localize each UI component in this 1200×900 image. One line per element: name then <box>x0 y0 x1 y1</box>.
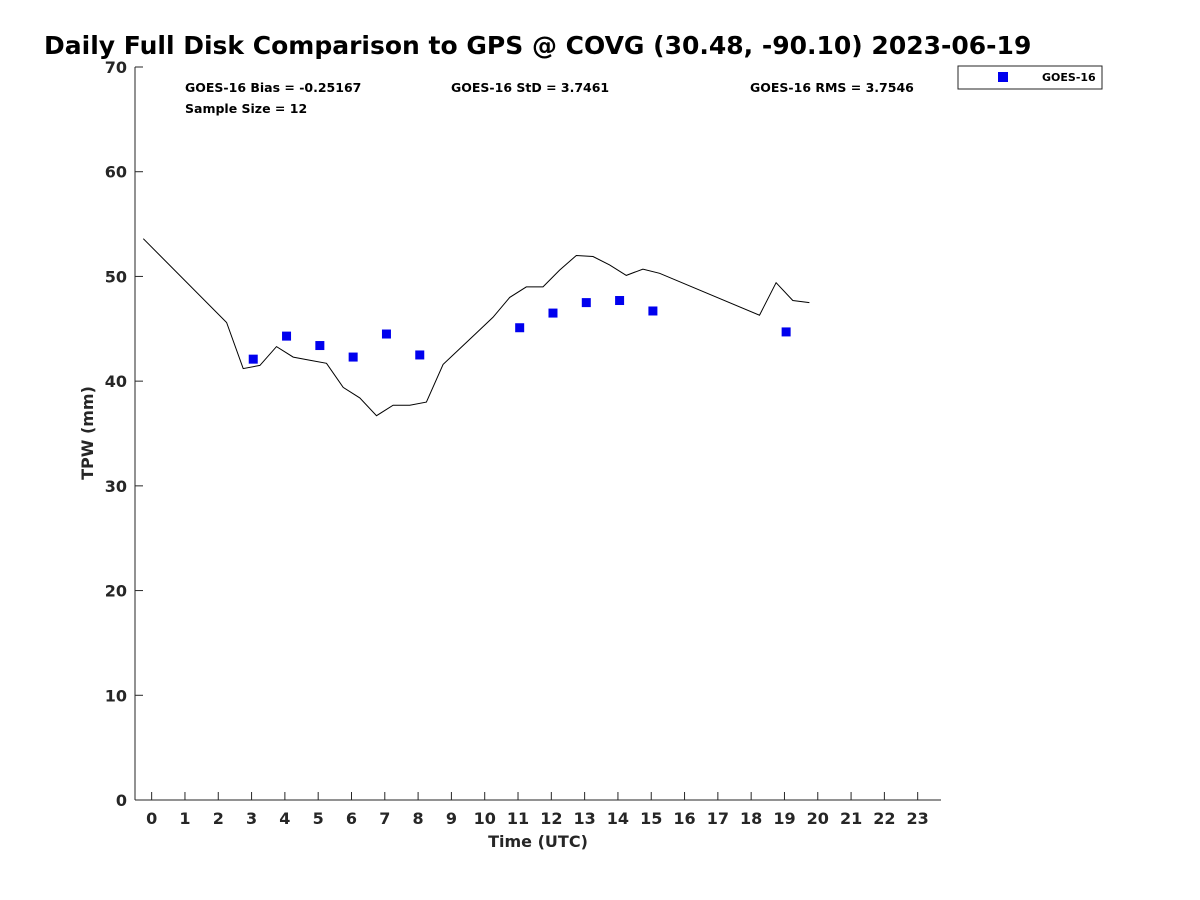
x-tick-label: 19 <box>773 809 795 828</box>
chart-title: Daily Full Disk Comparison to GPS @ COVG… <box>44 31 1031 60</box>
y-ticks: 0 10 20 30 40 50 60 70 <box>105 58 143 810</box>
x-tick-label: 15 <box>640 809 662 828</box>
x-axis-label: Time (UTC) <box>488 832 588 851</box>
x-tick-label: 17 <box>707 809 729 828</box>
y-tick-label: 30 <box>105 477 127 496</box>
x-tick-label: 21 <box>840 809 862 828</box>
goes16-point <box>615 296 625 306</box>
y-tick-label: 60 <box>105 163 127 182</box>
x-tick-label: 10 <box>474 809 496 828</box>
x-tick-label: 22 <box>873 809 895 828</box>
legend-box <box>957 65 1103 90</box>
x-tick-label: 16 <box>673 809 695 828</box>
legend-marker <box>998 72 1008 82</box>
sample-size-stat: Sample Size = 12 <box>185 101 307 116</box>
goes16-point <box>648 306 658 316</box>
x-tick-label: 2 <box>213 809 224 828</box>
x-tick-label: 18 <box>740 809 762 828</box>
x-tick-label: 20 <box>807 809 829 828</box>
x-tick-label: 8 <box>413 809 424 828</box>
x-tick-label: 6 <box>346 809 357 828</box>
y-tick-label: 70 <box>105 58 127 77</box>
x-tick-label: 11 <box>507 809 529 828</box>
x-tick-label: 7 <box>379 809 390 828</box>
goes16-point <box>581 298 591 308</box>
y-axis-label: TPW (mm) <box>78 386 97 480</box>
bias-stat: GOES-16 Bias = -0.25167 <box>185 80 361 95</box>
legend-label: GOES-16 <box>1042 71 1096 84</box>
goes16-point <box>381 329 391 339</box>
y-tick-label: 50 <box>105 267 127 286</box>
goes16-point <box>282 331 292 341</box>
x-tick-label: 5 <box>313 809 324 828</box>
goes16-point <box>781 327 791 337</box>
std-stat: GOES-16 StD = 3.7461 <box>451 80 609 95</box>
x-tick-label: 9 <box>446 809 457 828</box>
x-ticks: 0 1 2 3 4 5 6 7 8 9 10 11 12 13 14 15 16 17 18 19 20 21 22 23 <box>146 792 929 828</box>
gps-tpw-line <box>142 238 810 417</box>
goes16-point <box>548 308 558 318</box>
x-tick-label: 23 <box>907 809 929 828</box>
goes16-point <box>348 352 358 362</box>
x-tick-label: 14 <box>607 809 629 828</box>
y-tick-label: 10 <box>105 686 127 705</box>
x-tick-label: 12 <box>540 809 562 828</box>
goes16-point <box>415 350 425 360</box>
series-layer <box>142 238 810 417</box>
goes16-point <box>515 323 525 333</box>
x-tick-label: 1 <box>179 809 190 828</box>
axes <box>134 67 941 801</box>
y-tick-label: 20 <box>105 582 127 601</box>
goes16-point <box>248 354 258 364</box>
x-tick-label: 13 <box>573 809 595 828</box>
x-tick-label: 4 <box>279 809 290 828</box>
x-tick-label: 0 <box>146 809 157 828</box>
goes16-point <box>315 341 325 351</box>
legend: GOES-16 <box>957 65 1103 90</box>
y-tick-label: 0 <box>116 791 127 810</box>
x-tick-label: 3 <box>246 809 257 828</box>
rms-stat: GOES-16 RMS = 3.7546 <box>750 80 914 95</box>
y-tick-label: 40 <box>105 372 127 391</box>
